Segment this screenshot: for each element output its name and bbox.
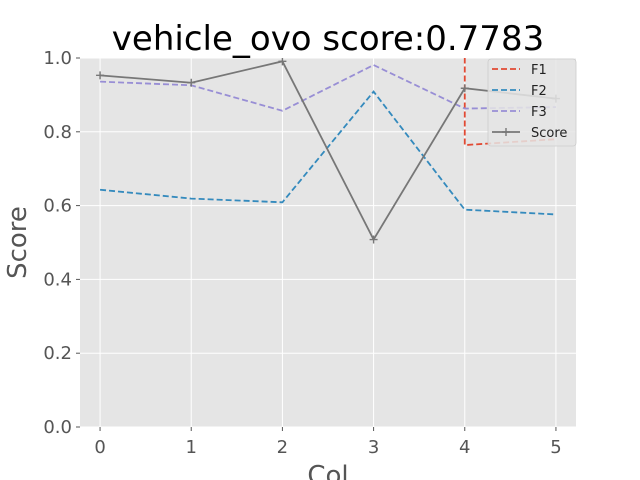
- legend-box: [487, 58, 577, 147]
- data-point-score: [278, 58, 287, 66]
- data-point-score: [187, 78, 196, 87]
- x-axis-label: Col: [307, 461, 348, 480]
- y-tick-label: 0.0: [43, 417, 72, 438]
- legend-label: F1: [531, 63, 547, 78]
- legend-item-f1: F1: [492, 63, 547, 78]
- legend-label: Score: [531, 126, 567, 141]
- series-f3: [100, 64, 556, 112]
- legend-item-score: Score: [492, 126, 567, 141]
- y-tick-label: 0.2: [43, 343, 72, 364]
- legend-label: F2: [531, 84, 547, 99]
- y-tick-label: 0.6: [43, 196, 72, 217]
- legend: F1 F2 F3 Score: [487, 58, 577, 147]
- y-tick-label: 0.8: [43, 122, 72, 143]
- x-tick-label: 2: [277, 437, 288, 458]
- x-tick-label: 5: [550, 437, 561, 458]
- series-line-f3: [100, 64, 556, 112]
- legend-marker: [502, 128, 510, 136]
- legend-label: F3: [531, 105, 547, 120]
- legend-item-f2: F2: [492, 84, 547, 99]
- series-line-score: [99, 60, 557, 242]
- legend-item-f3: F3: [492, 105, 547, 120]
- chart-title: vehicle_ovo score:0.7783: [112, 19, 544, 59]
- x-tick-label: 4: [459, 437, 470, 458]
- x-tick-label: 1: [186, 437, 197, 458]
- x-axis-ticks: 0 1 2 3 4 5: [94, 427, 562, 458]
- y-axis-label: Score: [3, 206, 33, 279]
- series-f2: [99, 90, 556, 216]
- series-line-f2: [99, 90, 556, 216]
- x-tick-label: 0: [94, 437, 105, 458]
- y-tick-label: 1.0: [43, 48, 72, 69]
- data-point-score: [460, 84, 469, 93]
- x-tick-label: 3: [368, 437, 379, 458]
- y-axis-ticks: 0.0 0.2 0.4 0.6 0.8 1.0: [43, 48, 80, 438]
- data-point-score: [96, 71, 105, 80]
- data-point-score: [369, 235, 378, 244]
- y-tick-label: 0.4: [43, 269, 72, 290]
